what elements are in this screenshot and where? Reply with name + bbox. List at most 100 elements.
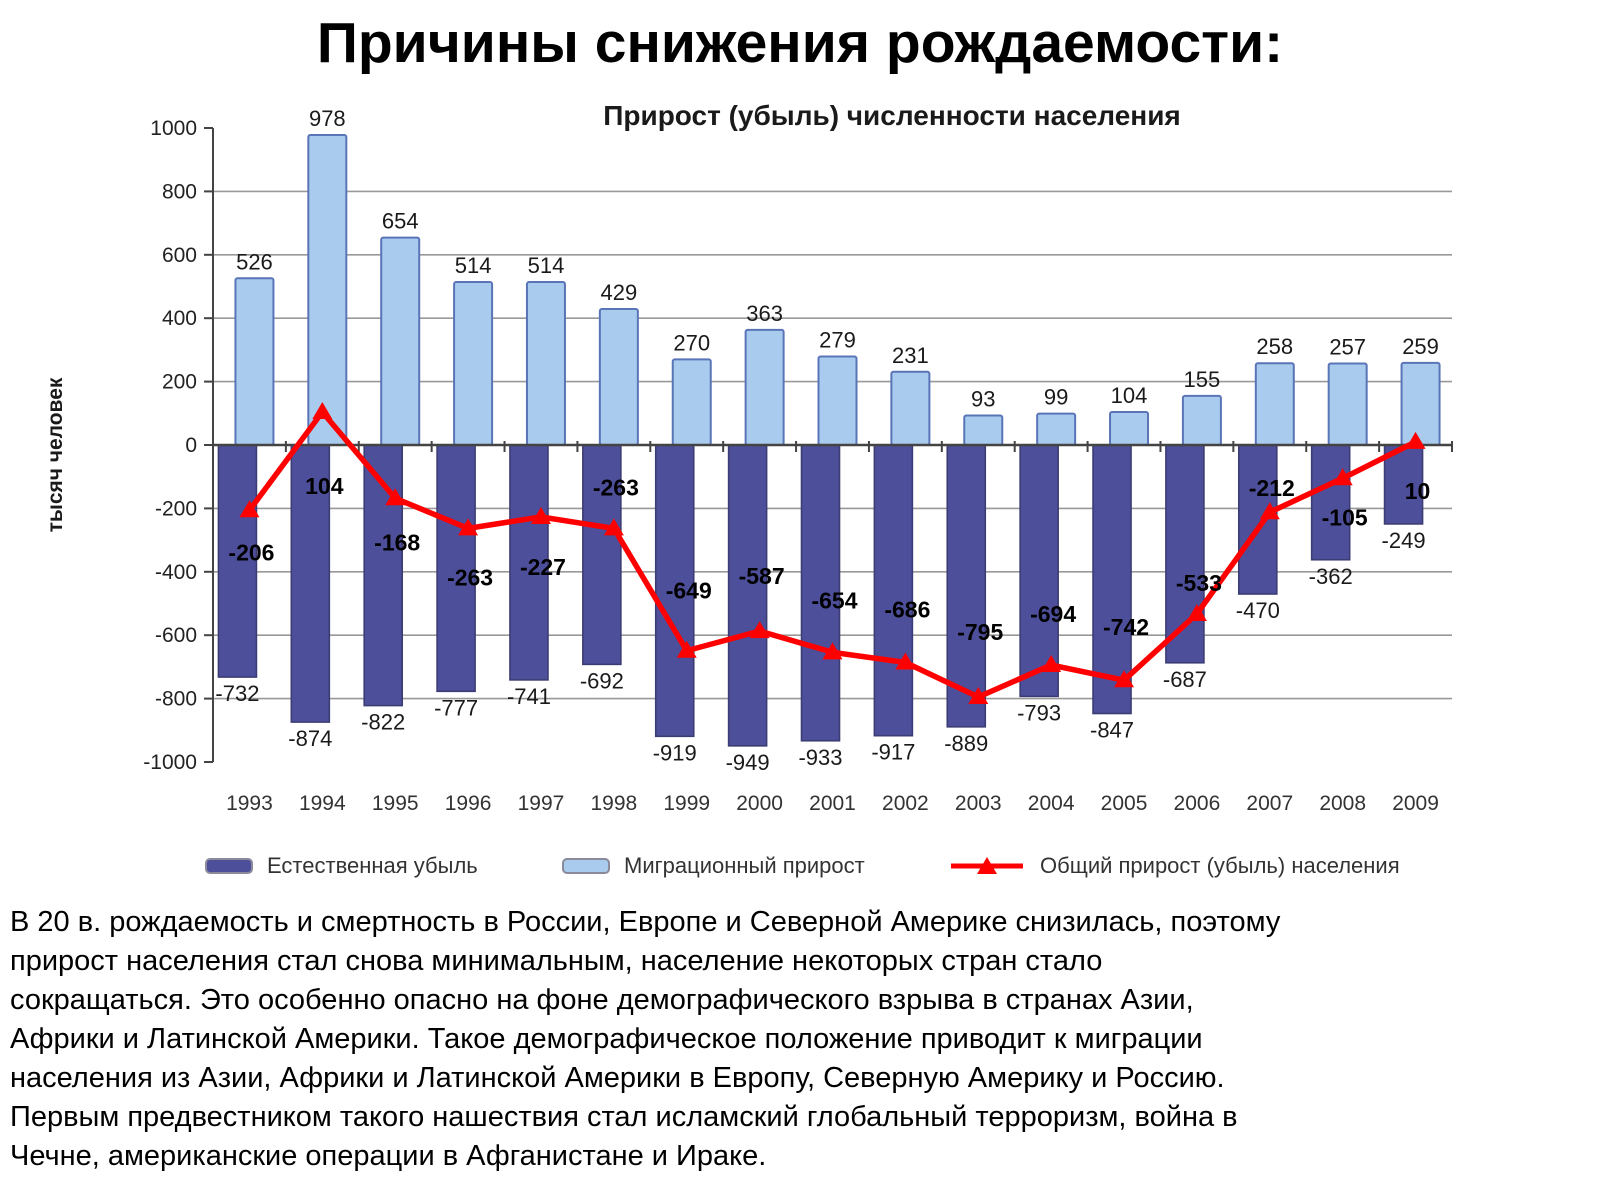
bars-migration-growth <box>234 133 1441 447</box>
label-migration: 514 <box>528 253 565 278</box>
label-total: -206 <box>228 539 274 565</box>
label-migration: 155 <box>1184 367 1221 392</box>
data-labels: -1000 -800 -600 -400 -200 0 200 400 600 800 1000 19… <box>143 106 1439 815</box>
x-tick-label: 2000 <box>736 792 783 815</box>
label-migration: 526 <box>236 249 273 274</box>
label-migration: 654 <box>382 209 419 234</box>
x-tick-label: 1993 <box>226 792 273 815</box>
bar-natural-1993 <box>217 444 258 678</box>
label-migration: 514 <box>455 253 492 278</box>
bar-migration-2005 <box>1109 411 1150 447</box>
bar-migration-1993 <box>234 277 275 446</box>
x-tick-label: 2003 <box>955 792 1002 815</box>
label-natural: -687 <box>1163 667 1207 692</box>
y-tick-label: -400 <box>155 561 197 584</box>
label-natural: -777 <box>434 695 478 720</box>
marker-total-2003 <box>968 687 989 705</box>
label-natural: -919 <box>653 740 697 765</box>
marker-total-1999 <box>676 640 697 658</box>
x-tick-label: 2004 <box>1028 792 1075 815</box>
x-tick-label: 1994 <box>299 792 346 815</box>
label-natural: -741 <box>507 684 551 709</box>
body-line: Первым предвестником такого нашествия ст… <box>10 1101 1238 1133</box>
label-total: -649 <box>666 578 712 604</box>
x-tick-label: 2009 <box>1392 792 1439 815</box>
marker-total-2001 <box>822 642 843 660</box>
bar-migration-2000 <box>744 328 785 446</box>
label-total: -263 <box>593 474 639 500</box>
y-tick-label: 200 <box>162 371 197 394</box>
label-migration: 363 <box>746 301 783 326</box>
x-tick-label: 2008 <box>1319 792 1366 815</box>
y-tick-label: 600 <box>162 244 197 267</box>
label-total: -227 <box>520 554 566 580</box>
marker-total-2005 <box>1114 670 1135 688</box>
bar-migration-2006 <box>1181 394 1222 446</box>
marker-total-1996 <box>458 518 479 536</box>
bar-natural-1997 <box>509 444 549 681</box>
y-tick-label: 800 <box>162 180 197 203</box>
marker-total-2007 <box>1259 502 1280 520</box>
bar-natural-1994 <box>290 444 331 723</box>
bar-natural-2005 <box>1092 444 1132 715</box>
label-natural: -362 <box>1309 564 1353 589</box>
marker-total-2006 <box>1186 603 1207 621</box>
label-total: -654 <box>811 587 857 613</box>
x-tick-label: 1997 <box>518 792 565 815</box>
marker-total-2009 <box>1405 431 1426 449</box>
marker-total-1994 <box>312 402 333 420</box>
bar-migration-1996 <box>453 281 494 446</box>
bar-natural-2002 <box>873 444 914 737</box>
body-line: Чечне, американские операции в Афганиста… <box>10 1140 767 1172</box>
label-natural: -874 <box>288 726 332 751</box>
label-natural: -847 <box>1090 717 1134 742</box>
label-natural: -917 <box>871 740 915 765</box>
bar-natural-2007 <box>1237 444 1278 595</box>
x-tick-label: 2001 <box>809 792 856 815</box>
axes <box>204 127 1453 763</box>
label-total: 10 <box>1405 478 1431 504</box>
label-total: -533 <box>1176 570 1222 596</box>
label-migration: 258 <box>1256 334 1293 359</box>
legend-label: Общий прирост (убыль) населения <box>1040 853 1400 878</box>
marker-total-2004 <box>1041 654 1062 672</box>
x-tick-label: 1998 <box>590 792 637 815</box>
body-text: В 20 в. рождаемость и смертность в Росси… <box>10 903 1595 1176</box>
label-migration: 270 <box>673 330 710 355</box>
label-total: -168 <box>374 529 420 555</box>
bar-migration-2008 <box>1327 362 1368 447</box>
legend-line-marker-icon <box>951 857 1023 874</box>
legend-label: Миграционный прирост <box>624 853 865 878</box>
marker-total-1998 <box>603 518 624 536</box>
marker-total-2000 <box>749 621 770 639</box>
marker-total-1995 <box>385 488 406 506</box>
label-migration: 259 <box>1402 334 1439 359</box>
body-line: сокращаться. Это особенно опасно на фоне… <box>10 984 1194 1016</box>
bar-migration-2007 <box>1254 362 1295 446</box>
bar-natural-2000 <box>727 444 768 747</box>
label-total: 104 <box>305 473 344 499</box>
body-line: В 20 в. рождаемость и смертность в Росси… <box>10 906 1281 938</box>
x-tick-label: 1999 <box>663 792 710 815</box>
y-tick-label: -1000 <box>143 751 197 774</box>
bar-migration-1999 <box>671 358 712 446</box>
marker-total-2002 <box>895 652 916 670</box>
marker-total-1997 <box>530 506 551 524</box>
label-total: -105 <box>1322 504 1368 530</box>
label-migration: 257 <box>1329 335 1366 360</box>
y-tick-label: -800 <box>155 688 197 711</box>
label-natural: -692 <box>580 668 624 693</box>
label-total: -742 <box>1103 614 1149 640</box>
label-migration: 279 <box>819 328 856 353</box>
label-total: -694 <box>1030 601 1076 627</box>
body-line: населения из Азии, Африки и Латинской Ам… <box>10 1062 1225 1094</box>
x-tick-label: 2002 <box>882 792 929 815</box>
bar-natural-2006 <box>1165 444 1205 664</box>
label-natural: -933 <box>798 745 842 770</box>
y-tick-label: -200 <box>155 497 197 520</box>
bar-natural-2003 <box>946 444 987 728</box>
label-natural: -949 <box>726 750 770 775</box>
x-tick-label: 2005 <box>1101 792 1148 815</box>
label-total: -795 <box>957 619 1003 645</box>
y-tick-label: -600 <box>155 624 197 647</box>
